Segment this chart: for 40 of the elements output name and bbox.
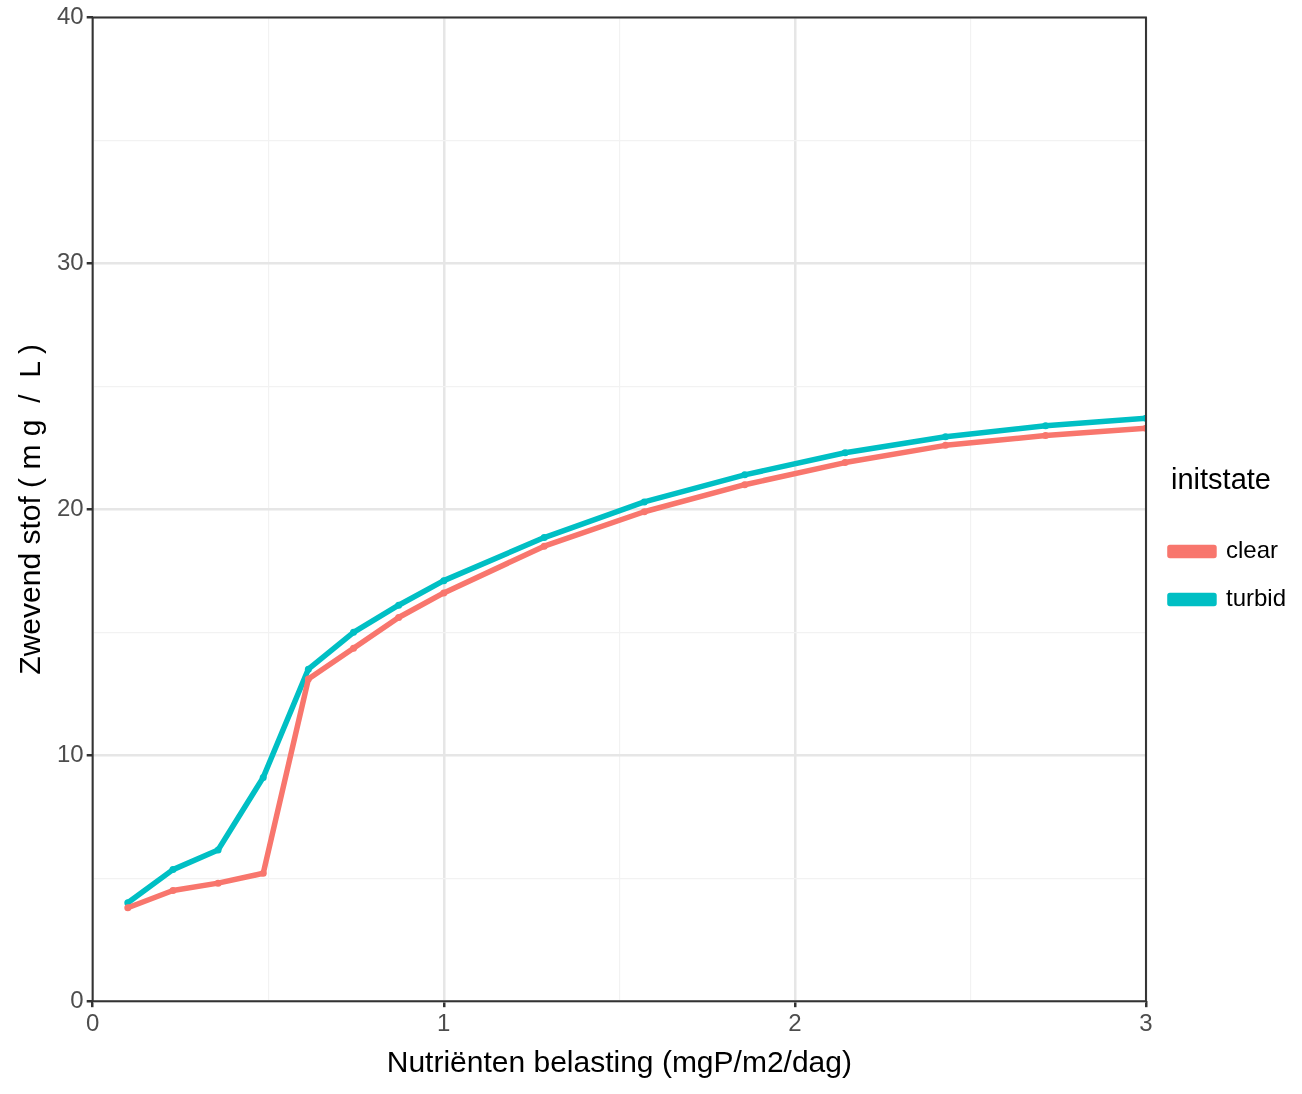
point — [841, 459, 849, 467]
x-tick-label: 2 — [788, 1009, 802, 1037]
y-axis-title: Zwevend stof ( m g / L ) — [13, 343, 47, 675]
y-tick-label: 0 — [70, 985, 84, 1013]
point — [350, 628, 358, 636]
point — [214, 879, 222, 887]
x-tick-label: 3 — [1139, 1009, 1153, 1037]
point — [540, 542, 548, 550]
point — [640, 498, 648, 506]
point — [440, 589, 448, 597]
point — [741, 481, 749, 489]
point — [841, 449, 849, 457]
point — [1042, 422, 1050, 430]
point — [640, 508, 648, 516]
point — [259, 773, 267, 781]
legend-title: initstate — [1171, 463, 1271, 496]
point — [169, 887, 177, 895]
point — [395, 614, 403, 622]
point — [941, 433, 949, 441]
point — [941, 441, 949, 449]
point — [169, 866, 177, 874]
y-tick-label: 10 — [56, 739, 84, 767]
point — [741, 471, 749, 479]
point — [1042, 432, 1050, 440]
point — [304, 665, 312, 673]
point — [350, 644, 358, 652]
point — [214, 846, 222, 854]
y-tick-label: 40 — [56, 2, 84, 30]
x-axis-title: Nutriënten belasting (mgP/m2/dag) — [386, 1045, 852, 1079]
legend-label: clear — [1225, 536, 1278, 564]
point — [440, 577, 448, 585]
point — [304, 675, 312, 683]
y-tick-label: 20 — [56, 493, 84, 521]
x-tick-label: 1 — [437, 1009, 451, 1037]
point — [540, 534, 548, 542]
y-tick-label: 30 — [56, 247, 84, 275]
point — [124, 904, 132, 912]
legend-label: turbid — [1225, 584, 1287, 612]
point — [259, 869, 267, 877]
point — [395, 601, 403, 609]
